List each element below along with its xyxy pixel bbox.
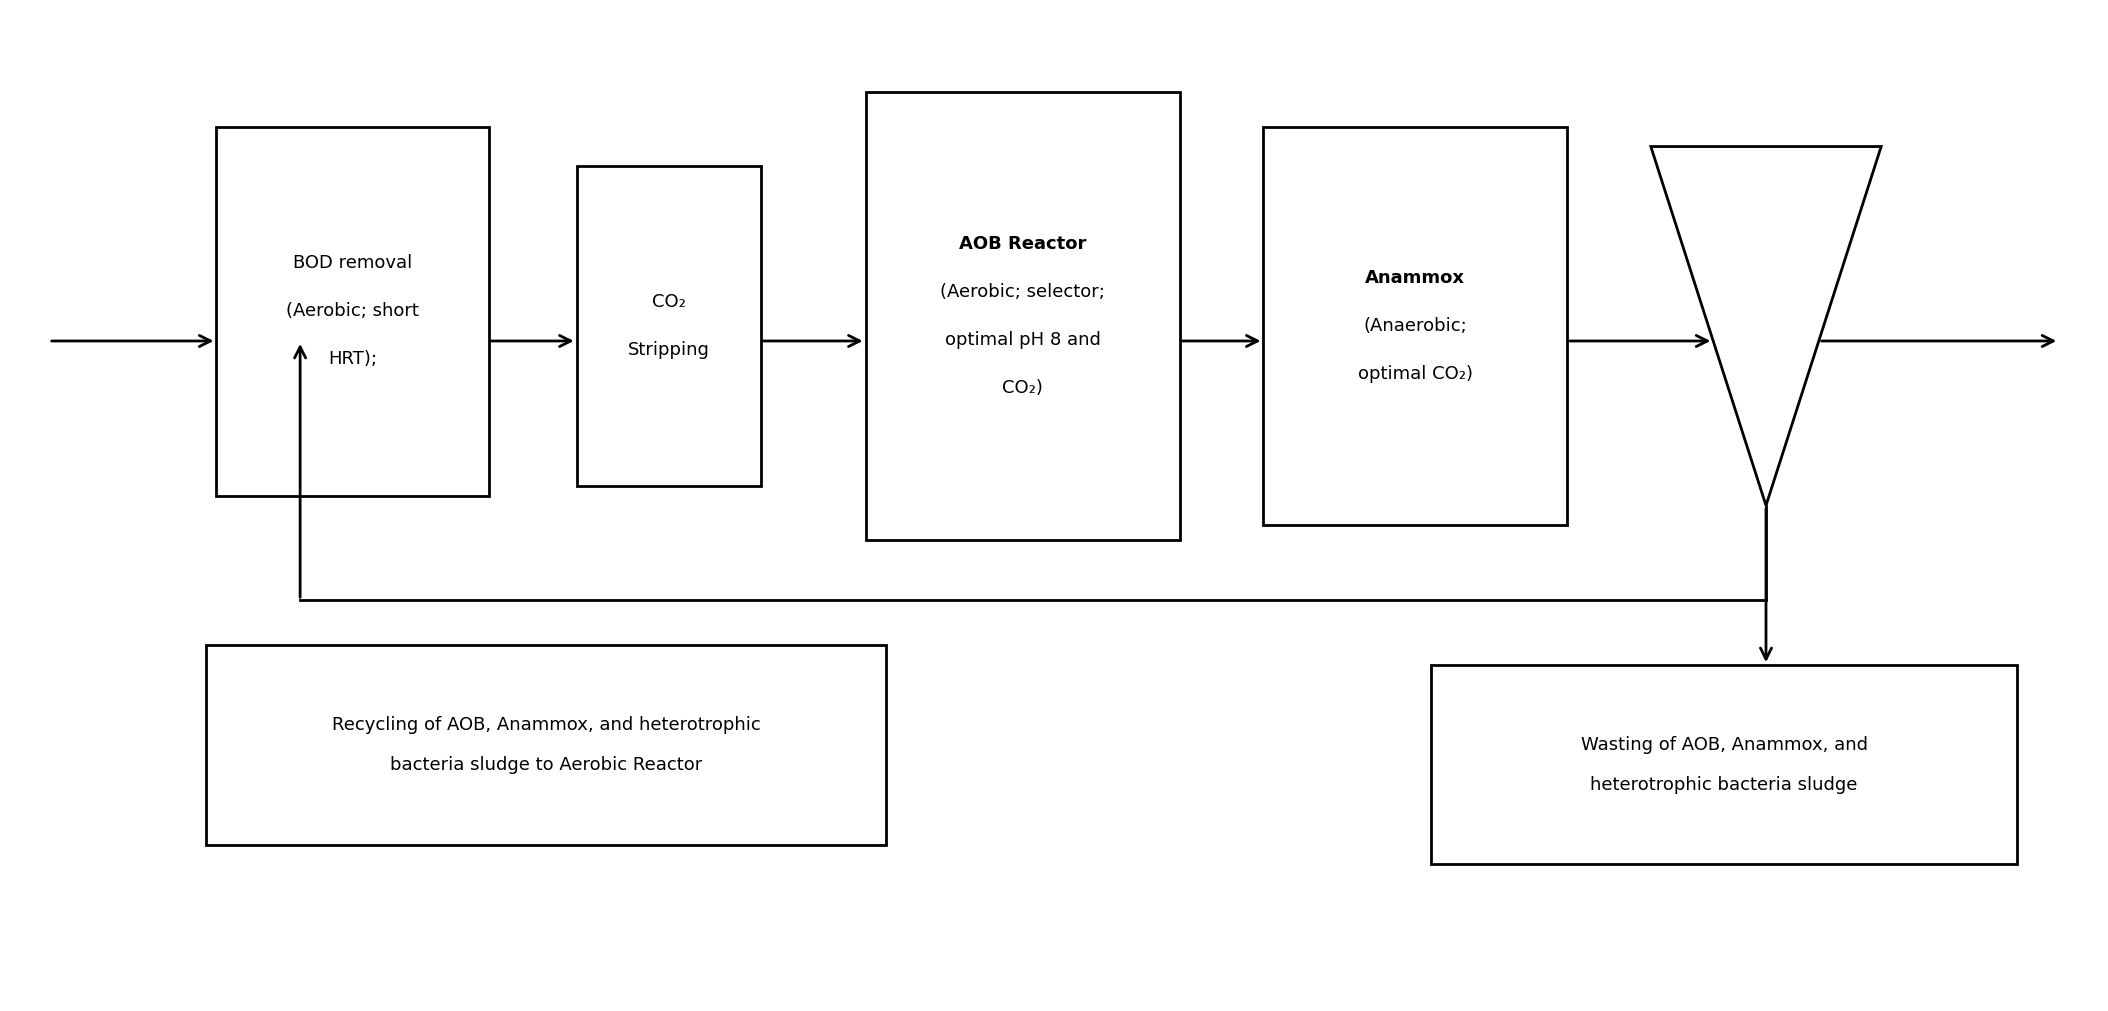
Text: (Anaerobic;: (Anaerobic; [1364, 317, 1467, 335]
Bar [1263, 126, 1566, 526]
Text: CO₂: CO₂ [651, 293, 685, 311]
Bar [866, 92, 1180, 541]
Bar [207, 645, 887, 844]
Text: optimal CO₂): optimal CO₂) [1358, 365, 1473, 383]
Text: BOD removal: BOD removal [293, 254, 411, 272]
Text: CO₂): CO₂) [1001, 379, 1043, 397]
Text: Wasting of AOB, Anammox, and: Wasting of AOB, Anammox, and [1581, 736, 1868, 754]
Polygon shape [1651, 147, 1880, 506]
Text: (Aerobic; short: (Aerobic; short [287, 302, 419, 320]
Bar [1431, 665, 2017, 864]
Text: Recycling of AOB, Anammox, and heterotrophic: Recycling of AOB, Anammox, and heterotro… [331, 716, 761, 734]
Bar [217, 126, 489, 495]
Text: HRT);: HRT); [329, 350, 377, 368]
Text: Stripping: Stripping [628, 341, 710, 359]
Text: optimal pH 8 and: optimal pH 8 and [944, 331, 1100, 349]
Text: AOB Reactor: AOB Reactor [959, 236, 1086, 254]
Text: Anammox: Anammox [1366, 269, 1465, 287]
Text: bacteria sludge to Aerobic Reactor: bacteria sludge to Aerobic Reactor [390, 756, 702, 773]
Text: heterotrophic bacteria sludge: heterotrophic bacteria sludge [1589, 775, 1857, 794]
Text: (Aerobic; selector;: (Aerobic; selector; [940, 283, 1105, 301]
Bar [578, 167, 761, 485]
